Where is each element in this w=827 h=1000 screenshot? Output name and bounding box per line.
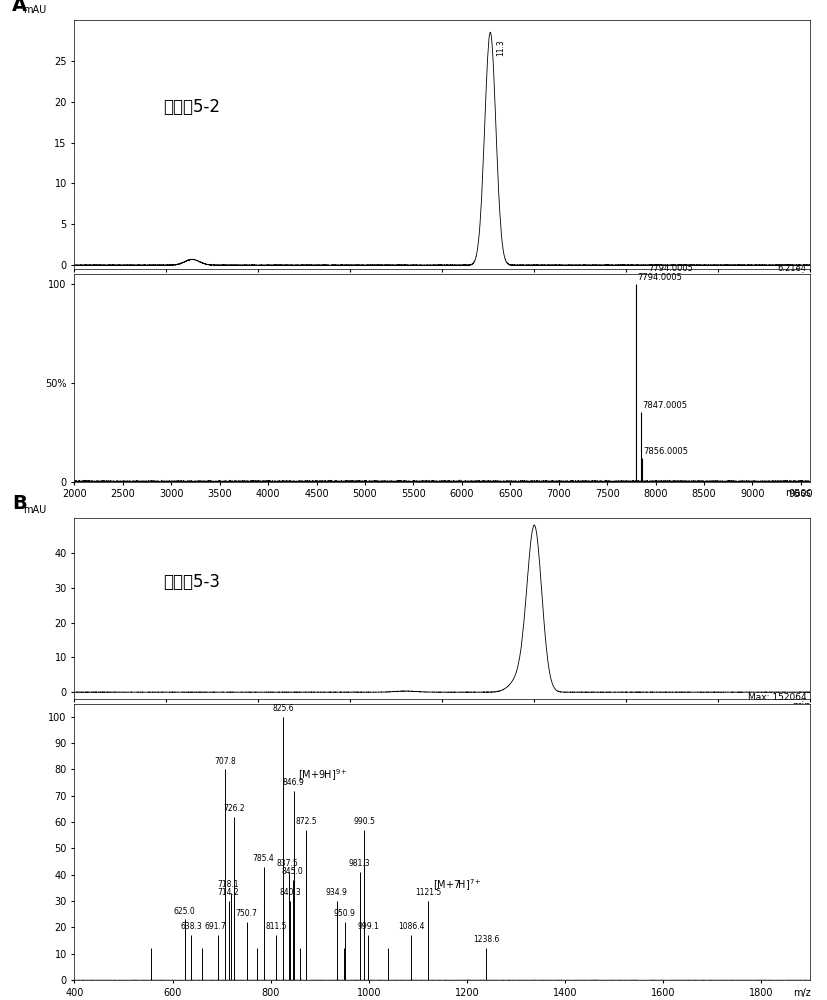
Text: 825.6: 825.6 [272, 704, 294, 713]
Text: 934.9: 934.9 [326, 888, 348, 897]
Text: [M+9H]$^{9+}$: [M+9H]$^{9+}$ [299, 767, 348, 783]
Text: 625.0: 625.0 [174, 907, 196, 916]
Text: 785.4: 785.4 [253, 854, 275, 863]
Text: 6.21e4: 6.21e4 [777, 264, 807, 273]
Text: 750.7: 750.7 [236, 909, 257, 918]
Text: 7794.0005: 7794.0005 [648, 264, 693, 273]
Text: 化合甩5-3: 化合甩5-3 [163, 573, 220, 591]
Text: 1121.5: 1121.5 [415, 888, 442, 897]
Text: 11.3: 11.3 [496, 39, 504, 56]
Text: 811.5: 811.5 [265, 922, 287, 931]
Text: B: B [12, 494, 27, 513]
Text: 691.7: 691.7 [205, 922, 227, 931]
Text: 845.0: 845.0 [282, 867, 304, 876]
Text: min: min [792, 701, 810, 711]
Text: 837.5: 837.5 [277, 859, 299, 868]
Text: 7794.0005: 7794.0005 [637, 273, 682, 282]
Text: mAU: mAU [23, 505, 46, 515]
Text: 872.5: 872.5 [295, 817, 317, 826]
Text: 714.2: 714.2 [218, 888, 239, 897]
Text: mAU: mAU [23, 5, 46, 15]
Text: 707.8: 707.8 [214, 757, 237, 766]
Text: 718.1: 718.1 [218, 880, 239, 889]
Text: 7856.0005: 7856.0005 [643, 447, 688, 456]
Text: 1238.6: 1238.6 [473, 935, 500, 944]
Text: 981.3: 981.3 [349, 859, 370, 868]
Text: 990.5: 990.5 [353, 817, 375, 826]
Text: 840.3: 840.3 [280, 888, 301, 897]
Text: 999.1: 999.1 [357, 922, 380, 931]
Text: 950.9: 950.9 [334, 909, 356, 918]
Text: Max: 152064: Max: 152064 [748, 693, 807, 702]
Text: [M+7H]$^{7+}$: [M+7H]$^{7+}$ [433, 878, 481, 893]
Text: m/z: m/z [793, 988, 810, 998]
Text: 638.3: 638.3 [180, 922, 203, 931]
Text: 846.9: 846.9 [283, 778, 304, 787]
Text: min: min [792, 272, 810, 282]
Text: 7847.0005: 7847.0005 [642, 401, 687, 410]
Text: A: A [12, 0, 27, 15]
Text: 化合甩5-2: 化合甩5-2 [163, 98, 220, 116]
Text: 726.2: 726.2 [223, 804, 246, 813]
Text: mass: mass [785, 488, 810, 498]
Text: 1086.4: 1086.4 [398, 922, 424, 931]
